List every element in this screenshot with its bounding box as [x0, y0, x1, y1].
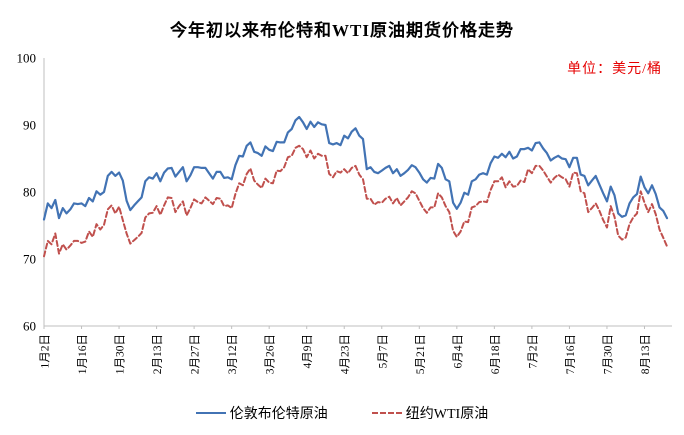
chart-title: 今年初以来布伦特和WTI原油期货价格走势 — [170, 21, 514, 40]
wti-line-sample-icon — [371, 412, 402, 414]
x-axis-label: 7月16日 — [565, 334, 577, 374]
x-axis-label: 4月23日 — [340, 334, 352, 374]
y-axis-label: 100 — [17, 51, 37, 66]
x-axis-label: 2月27日 — [190, 334, 202, 374]
x-axis-label: 7月30日 — [602, 334, 614, 374]
x-axis-label: 4月9日 — [302, 334, 314, 369]
x-axis-label: 6月4日 — [452, 334, 464, 369]
legend-item-brent: 伦敦布伦特原油 — [195, 403, 328, 423]
x-axis-label: 5月7日 — [377, 334, 389, 369]
x-axis-label: 5月21日 — [415, 334, 427, 374]
legend-label-wti: 纽约WTI原油 — [405, 407, 489, 422]
unit-label: 单位：美元/桶 — [567, 62, 662, 77]
y-axis-label: 80 — [23, 185, 36, 200]
x-axis-label: 1月30日 — [115, 334, 127, 374]
x-axis-label: 1月16日 — [77, 334, 89, 374]
x-axis-label: 7月2日 — [527, 334, 539, 369]
y-axis-label: 70 — [23, 252, 36, 267]
x-axis-label: 3月26日 — [265, 334, 277, 374]
x-axis-label: 8月13日 — [640, 334, 652, 374]
y-axis-label: 90 — [23, 118, 36, 133]
brent-line-sample-icon — [195, 412, 226, 414]
legend-item-wti: 纽约WTI原油 — [371, 403, 489, 423]
y-axis-label: 60 — [23, 319, 36, 334]
x-axis-label: 6月18日 — [490, 334, 502, 374]
legend-label-brent: 伦敦布伦特原油 — [229, 407, 328, 422]
brent-price-line — [42, 115, 669, 221]
x-axis-label: 2月13日 — [152, 334, 164, 374]
legend: 伦敦布伦特原油 纽约WTI原油 — [0, 403, 684, 423]
x-axis-label: 1月2日 — [40, 334, 52, 369]
wti-price-line — [43, 144, 668, 258]
x-axis-label: 3月12日 — [227, 334, 239, 374]
